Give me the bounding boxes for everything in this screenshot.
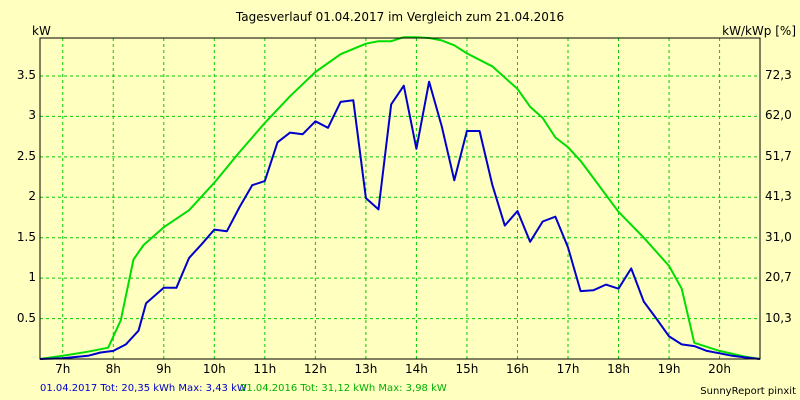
- plot-frame: [39, 37, 761, 360]
- x-tick-label: 16h: [506, 362, 529, 376]
- y-tick-label-right: 31,0: [765, 229, 792, 244]
- y-axis-right-label: kW/kWp [%]: [722, 24, 796, 38]
- x-tick-label: 15h: [455, 362, 479, 376]
- series-layer: [39, 36, 761, 360]
- y-tick-label-right: 10,3: [765, 310, 792, 325]
- y-tick-label-left: 3: [28, 108, 36, 123]
- y-tick-label-right: 51,7: [765, 148, 792, 163]
- x-tick-label: 19h: [657, 362, 681, 376]
- x-tick-label: 9h: [156, 362, 172, 376]
- y-tick-label-right: 20,7: [765, 270, 792, 285]
- legend-series1: 01.04.2017 Tot: 20,35 kWh Max: 3,43 kW: [40, 383, 247, 394]
- y-tick-label-left: 0.5: [16, 310, 36, 325]
- legend-series2: 21.04.2016 Tot: 31,12 kWh Max: 3,98 kW: [240, 383, 447, 394]
- y-tick-label-left: 3.5: [16, 68, 36, 82]
- y-tick-label-right: 62,0: [765, 108, 792, 123]
- x-tick-label: 11h: [253, 362, 277, 376]
- y-tick-label-right: 72,3: [765, 68, 792, 82]
- x-tick-label: 13h: [354, 362, 378, 376]
- x-tick-label: 8h: [105, 362, 121, 376]
- y-tick-label-left: 2: [28, 189, 36, 204]
- series-line-1: [39, 80, 761, 360]
- x-tick-label: 10h: [202, 362, 226, 376]
- y-tick-label-left: 1: [28, 270, 36, 285]
- chart-title: Tagesverlauf 01.04.2017 im Vergleich zum…: [235, 10, 565, 24]
- series-line-2: [39, 36, 761, 360]
- y-tick-label-left: 1.5: [16, 229, 36, 244]
- y-tick-label-right: 41,3: [765, 189, 792, 204]
- grid-layer: [40, 38, 760, 359]
- x-tick-label: 7h: [55, 362, 71, 376]
- y-axis-left-label: kW: [32, 24, 51, 38]
- y-tick-label-left: 2.5: [16, 148, 36, 163]
- x-tick-label: 18h: [607, 362, 630, 376]
- x-tick-label: 12h: [303, 362, 327, 376]
- x-tick-label: 20h: [708, 362, 732, 376]
- x-tick-label: 17h: [556, 362, 580, 376]
- x-tick-label: 14h: [404, 362, 428, 376]
- credit-text: SunnyReport pinxit: [700, 386, 796, 397]
